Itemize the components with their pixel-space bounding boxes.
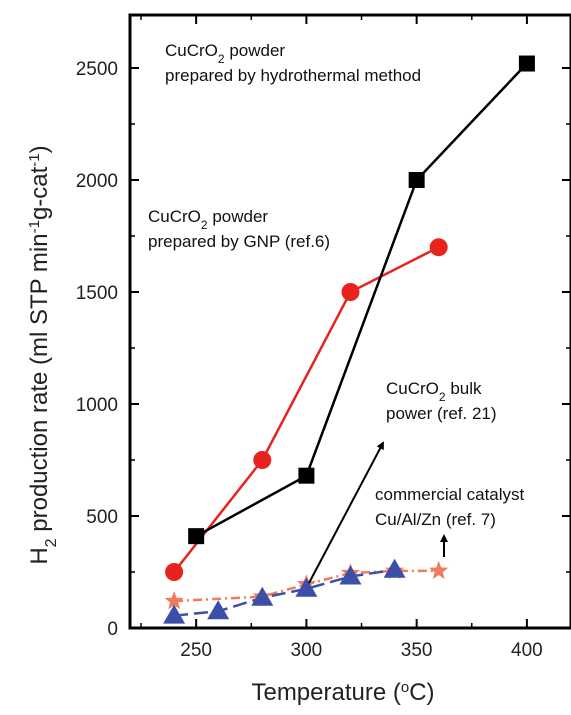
annotation-2-line-1-part-0: power (ref. 21) [386, 404, 497, 423]
annotation-1-line-1: prepared by GNP (ref.6) [148, 232, 330, 251]
x-tick-label-1: 300 [291, 640, 323, 661]
annotation-3-line-1-part-0: Cu/Al/Zn (ref. 7) [375, 510, 496, 529]
y-axis-label-part-5: -1 [26, 153, 43, 166]
series-0-point-0 [188, 528, 205, 545]
series-1-point-1 [253, 451, 272, 469]
annotation-0-line-1: prepared by hydrothermal method [165, 66, 421, 85]
y-tick-label-5: 2500 [76, 59, 118, 80]
series-2-point-0 [163, 604, 186, 624]
x-axis-label-main: Temperature ( [251, 679, 400, 706]
annotation-2-line-0-part-2: bulk [446, 379, 482, 398]
plot-frame [128, 13, 571, 630]
series-2-point-1 [207, 600, 230, 620]
y-tick-label-4: 2000 [76, 171, 118, 192]
series-1-point-2 [341, 283, 360, 301]
series-2-point-4 [339, 565, 362, 585]
series-line-3 [174, 569, 439, 603]
x-axis-label-sup: o [401, 679, 409, 696]
series-1-point-0 [165, 563, 184, 581]
annotation-0-line-0: CuCrO2 powder [165, 41, 285, 66]
annotation-2-line-0-part-0: CuCrO [386, 379, 439, 398]
annotation-0-line-0-part-2: powder [225, 41, 286, 60]
series-0-point-3 [518, 55, 535, 72]
annotation-1-line-0-part-2: powder [208, 207, 269, 226]
ticks-layer: 250 300 350 400 0 500 1000 1500 2000 2500 [76, 15, 571, 661]
series-2-point-3 [295, 577, 318, 597]
arrow-bulk-powder [308, 441, 384, 584]
y-axis-label-part-6: ) [26, 145, 53, 153]
series-2-point-5 [383, 558, 406, 578]
annotation-0-line-0-part-1: 2 [218, 52, 225, 66]
x-axis-label-end: C) [409, 679, 434, 706]
series-2-point-2 [251, 586, 274, 606]
series-line-1 [173, 246, 440, 573]
annotation-3-line-1: Cu/Al/Zn (ref. 7) [375, 510, 496, 529]
y-axis-label-part-3: -1 [26, 220, 43, 233]
series-1-point-3 [429, 238, 448, 257]
y-tick-label-1: 500 [86, 507, 118, 528]
annotation-0-line-0-part-0: CuCrO [165, 41, 218, 60]
series-line-2 [173, 568, 395, 617]
y-axis-label: H2 production rate (ml STP min-1g-cat-1) [26, 145, 60, 564]
series-0-point-2 [408, 172, 425, 188]
annotation-1-line-0-part-1: 2 [201, 218, 208, 232]
y-tick-label-3: 1500 [76, 283, 118, 304]
y-axis-label-part-0: H [26, 547, 53, 564]
y-axis-label-part-4: g-cat [26, 166, 53, 220]
annotation-3-line-0: commercial catalyst [375, 485, 525, 504]
y-tick-label-0: 0 [107, 619, 118, 640]
annotation-2-line-1: power (ref. 21) [386, 404, 497, 423]
series-line-0 [195, 62, 528, 538]
y-axis-label-part-2: production rate (ml STP min [26, 233, 53, 538]
annotation-1-line-1-part-0: prepared by GNP (ref.6) [148, 232, 330, 251]
annotation-2-line-0: CuCrO2 bulk [386, 379, 482, 404]
y-axis-label-part-1: 2 [43, 538, 60, 547]
annotation-1-line-0-part-0: CuCrO [148, 207, 201, 226]
annotation-3-line-0-part-0: commercial catalyst [375, 485, 525, 504]
x-tick-label-3: 400 [511, 640, 543, 661]
x-tick-label-0: 250 [180, 640, 212, 661]
series-3-point-0 [164, 591, 184, 610]
annotation-2-line-0-part-1: 2 [439, 390, 446, 404]
series-layer [163, 55, 535, 624]
x-tick-label-2: 350 [401, 640, 433, 661]
annotation-1-line-0: CuCrO2 powder [148, 207, 268, 232]
y-tick-label-2: 1000 [76, 395, 118, 416]
annotation-0-line-1-part-0: prepared by hydrothermal method [165, 66, 421, 85]
series-0-point-1 [298, 467, 315, 484]
x-axis-label: Temperature (oC) [251, 679, 434, 707]
series-3-point-5 [429, 560, 449, 579]
